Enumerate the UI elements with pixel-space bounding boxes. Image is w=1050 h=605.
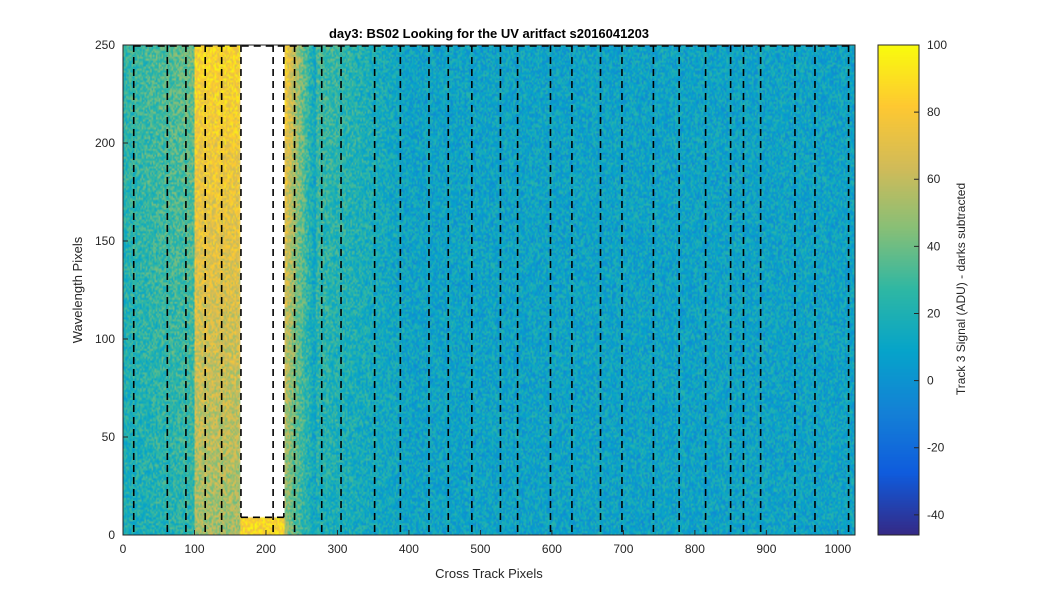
colorbar: -40 -20 0 20 40 60 80 100 Track 3 Signal (ADU) … [877, 38, 968, 536]
colorbar-gradient [878, 45, 919, 535]
x-tick-label: 900 [756, 542, 776, 556]
heatmap-image [123, 45, 855, 535]
y-tick-label: 50 [102, 430, 116, 444]
y-tick-label: 100 [95, 332, 115, 346]
y-tick-label: 150 [95, 234, 115, 248]
x-axis-label: Cross Track Pixels [435, 566, 543, 581]
x-tick-label: 400 [399, 542, 419, 556]
x-tick-label: 0 [120, 542, 127, 556]
y-tick-label: 0 [108, 528, 115, 542]
x-tick-label: 800 [685, 542, 705, 556]
colorbar-tick-label: 40 [927, 239, 941, 253]
x-tick-label: 500 [470, 542, 490, 556]
y-axis-label: Wavelength Pixels [70, 236, 85, 343]
colorbar-tick-label: 100 [927, 38, 947, 52]
colorbar-tick-label: -40 [927, 508, 945, 522]
y-tick-label: 200 [95, 136, 115, 150]
colorbar-tick-label: 60 [927, 172, 941, 186]
colorbar-ticks: -40 -20 0 20 40 60 80 100 [914, 38, 947, 522]
y-axis: 0 50 100 150 200 250 [95, 38, 128, 542]
plot-frame [122, 44, 856, 536]
colorbar-label: Track 3 Signal (ADU) - darks subtracted [954, 183, 968, 395]
plot-area [122, 44, 856, 536]
x-tick-label: 700 [613, 542, 633, 556]
colorbar-tick-label: 0 [927, 374, 934, 388]
chart-title: day3: BS02 Looking for the UV aritfact s… [329, 26, 649, 41]
x-axis: 0 100 200 300 400 500 600 700 800 900 1000 [120, 530, 852, 556]
x-tick-label: 600 [542, 542, 562, 556]
colorbar-tick-label: 80 [927, 105, 941, 119]
x-tick-label: 1000 [824, 542, 851, 556]
colorbar-tick-label: -20 [927, 441, 945, 455]
dashed-boundaries [132, 45, 850, 535]
x-tick-label: 200 [256, 542, 276, 556]
x-tick-label: 300 [327, 542, 347, 556]
x-tick-label: 100 [184, 542, 204, 556]
y-tick-label: 250 [95, 38, 115, 52]
colorbar-frame [877, 44, 920, 536]
colorbar-tick-label: 20 [927, 306, 941, 320]
